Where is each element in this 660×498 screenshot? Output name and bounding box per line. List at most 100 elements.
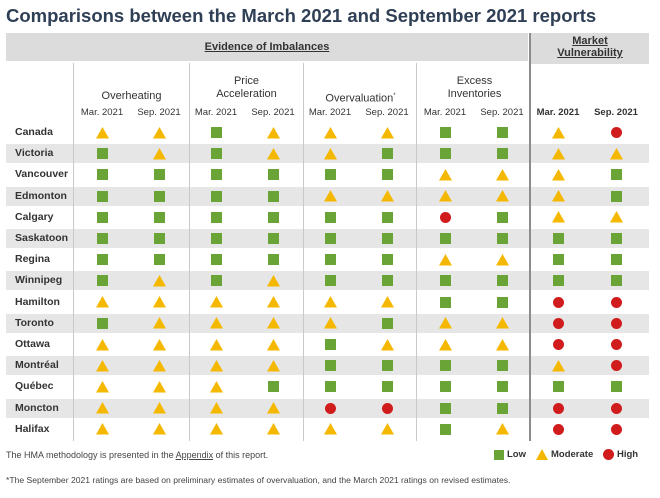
rating-low-marker — [210, 190, 222, 202]
rating-low-marker — [210, 148, 222, 160]
rating-low-marker — [610, 233, 622, 244]
evidence-header-band — [6, 33, 528, 61]
rating-high-marker — [610, 423, 622, 435]
rating-moderate-marker — [209, 296, 223, 308]
period-header: Mar. 2021 — [308, 107, 352, 118]
rating-low-marker — [439, 296, 451, 308]
rating-low-marker — [496, 148, 508, 160]
rating-moderate-marker — [438, 190, 452, 202]
rating-low-marker — [210, 275, 222, 287]
rating-moderate-marker — [266, 274, 280, 287]
city-label: Toronto — [15, 316, 54, 329]
rating-low-marker — [153, 190, 165, 202]
rating-moderate-marker — [95, 402, 109, 414]
rating-low-marker — [496, 275, 508, 287]
rating-low-marker — [552, 381, 564, 393]
period-header: Mar. 2021 — [423, 107, 467, 118]
period-header: Sep. 2021 — [137, 107, 181, 118]
rating-low-marker — [96, 190, 108, 202]
rating-low-marker — [153, 169, 165, 181]
rating-moderate-marker — [551, 126, 565, 138]
rating-moderate-marker — [152, 274, 166, 287]
rating-moderate-marker — [95, 296, 109, 308]
table-row: Hamilton — [6, 293, 649, 312]
rating-moderate-marker — [551, 190, 565, 202]
divider-overvaluation — [416, 63, 417, 441]
city-label: Moncton — [15, 401, 59, 414]
rating-moderate-marker — [266, 147, 280, 160]
rating-low-marker — [381, 233, 393, 244]
rating-low-marker — [96, 233, 108, 244]
rating-moderate-marker — [209, 402, 223, 414]
rating-high-marker — [381, 402, 393, 414]
table-row: Ottawa — [6, 335, 649, 354]
methodology-note: The HMA methodology is presented in the … — [6, 450, 269, 460]
rating-low-marker — [324, 169, 336, 181]
appendix-link[interactable]: Appendix — [175, 450, 214, 460]
rating-low-marker — [267, 254, 279, 266]
city-label: Halifax — [15, 422, 50, 435]
rating-moderate-marker — [323, 126, 337, 138]
divider-overheating — [189, 63, 190, 441]
rating-moderate-marker — [95, 380, 109, 393]
group-overheating: Overheating — [101, 90, 162, 102]
table-row: Halifax — [6, 420, 649, 439]
rating-low-marker — [496, 127, 508, 138]
rating-low-marker — [439, 233, 451, 244]
group-price-acceleration-line2: Acceleration — [216, 88, 277, 100]
rating-moderate-marker — [266, 296, 280, 308]
rating-moderate-marker — [380, 190, 394, 202]
rating-low-marker — [96, 275, 108, 287]
period-header: Mar. 2021 — [194, 107, 238, 118]
vulnerability-header-line2: Vulnerability — [557, 47, 623, 59]
group-excess-inventories-line1: Excess — [456, 75, 493, 87]
rating-moderate-marker — [323, 190, 337, 202]
legend-low-label: Low — [507, 449, 526, 460]
rating-high-marker — [610, 339, 622, 350]
rating-high-marker — [610, 402, 622, 414]
rating-moderate-marker — [266, 317, 280, 329]
rating-moderate-marker — [266, 126, 280, 138]
rating-moderate-marker — [551, 168, 565, 181]
rating-high-marker — [439, 211, 451, 223]
table-row: Calgary — [6, 208, 649, 227]
rating-low-marker — [610, 275, 622, 287]
rating-low-marker — [324, 233, 336, 244]
city-label: Canada — [15, 126, 53, 138]
rating-high-marker — [610, 127, 622, 138]
rating-high-marker — [610, 296, 622, 308]
table-row: Québec — [6, 377, 649, 396]
rating-moderate-marker — [152, 126, 166, 138]
rating-low-marker — [153, 254, 165, 266]
rating-low-marker — [210, 169, 222, 181]
divider-price — [303, 63, 304, 441]
rating-moderate-marker — [323, 317, 337, 329]
table-row: Vancouver — [6, 165, 649, 184]
rating-low-marker — [210, 233, 222, 244]
rating-low-marker — [552, 254, 564, 266]
city-label: Calgary — [15, 210, 54, 223]
rating-low-marker — [324, 275, 336, 287]
rating-low-marker — [210, 127, 222, 138]
rating-low-marker — [552, 275, 564, 287]
legend-moderate-marker — [536, 449, 548, 460]
rating-low-marker — [496, 233, 508, 244]
footnote: *The September 2021 ratings are based on… — [6, 475, 511, 485]
rating-low-marker — [324, 211, 336, 223]
legend-moderate-label: Moderate — [551, 449, 594, 460]
rating-low-marker — [324, 339, 336, 350]
city-label: Victoria — [15, 147, 54, 160]
rating-low-marker — [439, 148, 451, 160]
rating-low-marker — [381, 275, 393, 287]
rating-low-marker — [439, 360, 451, 372]
rating-low-marker — [439, 402, 451, 414]
rating-low-marker — [96, 254, 108, 266]
rating-low-marker — [381, 148, 393, 160]
rating-low-marker — [381, 317, 393, 329]
period-header: Sep. 2021 — [251, 107, 295, 118]
period-header: Sep. 2021 — [365, 107, 409, 118]
city-label: Hamilton — [15, 295, 60, 308]
rating-low-marker — [96, 169, 108, 181]
rating-moderate-marker — [266, 338, 280, 350]
rating-low-marker — [552, 233, 564, 244]
